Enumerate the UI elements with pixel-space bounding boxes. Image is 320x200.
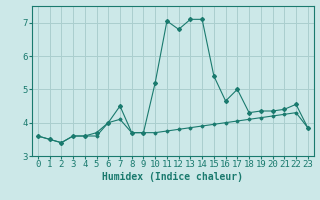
X-axis label: Humidex (Indice chaleur): Humidex (Indice chaleur) xyxy=(102,172,243,182)
